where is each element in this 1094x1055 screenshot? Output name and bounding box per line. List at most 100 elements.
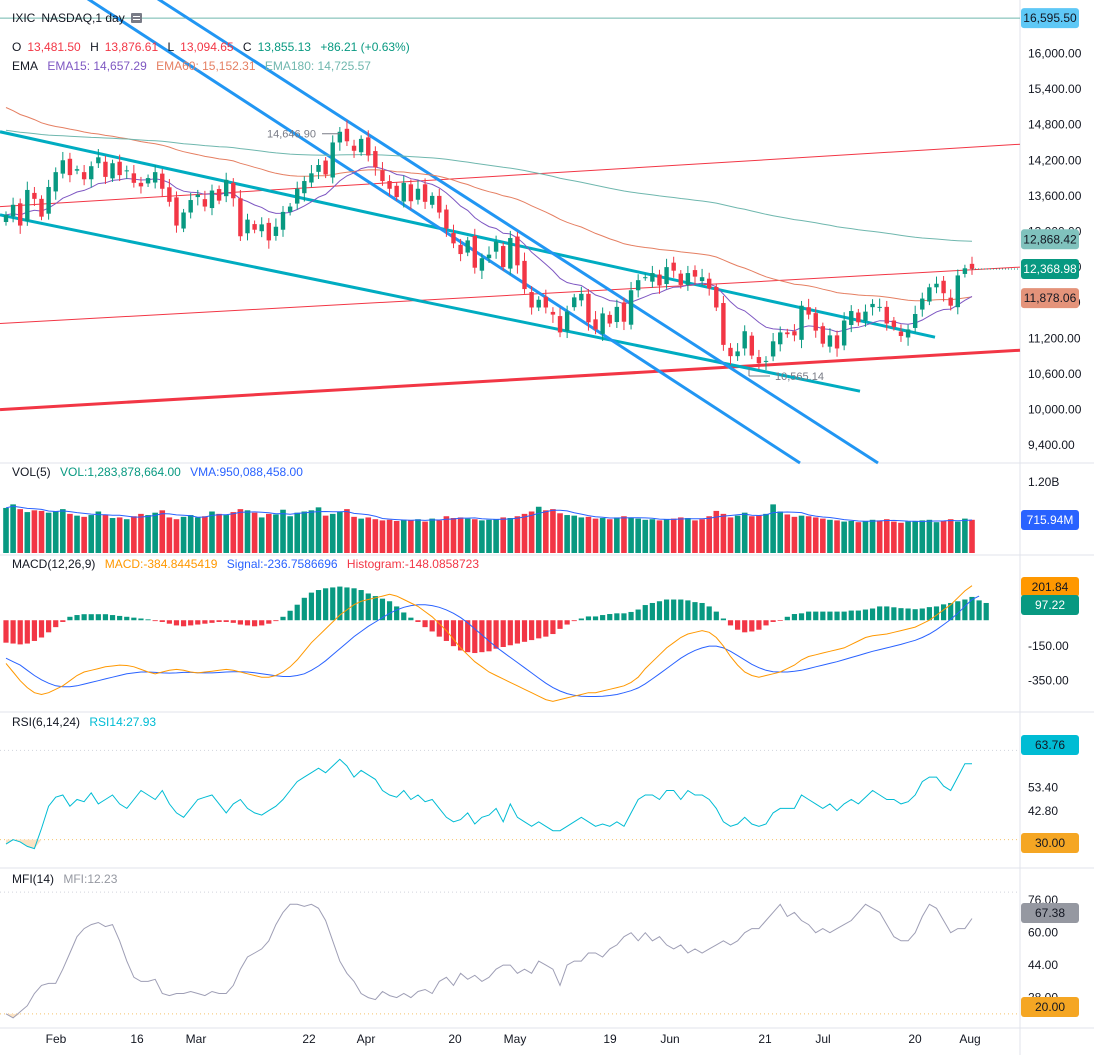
volume-bar xyxy=(422,521,428,553)
candle xyxy=(955,269,960,315)
candle xyxy=(962,264,968,278)
candle xyxy=(728,343,733,365)
macd-histogram-bar xyxy=(507,620,513,646)
candle xyxy=(515,231,520,274)
volume-bar xyxy=(315,507,322,553)
macd-histogram-bar xyxy=(777,620,783,621)
candle xyxy=(735,343,740,361)
mfi-tick-label: 44.00 xyxy=(1028,958,1058,972)
symbol-title[interactable]: NASDAQ,1 day xyxy=(41,11,125,25)
candle xyxy=(479,253,485,279)
candle xyxy=(948,289,953,311)
candle xyxy=(827,328,833,353)
volume-bar xyxy=(812,517,819,553)
candle xyxy=(188,192,193,219)
volume-bar xyxy=(344,509,350,553)
volume-bar xyxy=(159,510,166,553)
macd-histogram-bar xyxy=(919,608,925,621)
volume-bar xyxy=(10,504,16,553)
volume-bar xyxy=(24,512,31,553)
candle xyxy=(692,265,698,285)
macd-histogram-bar xyxy=(457,620,464,651)
candle xyxy=(444,204,449,237)
volume-bar xyxy=(621,516,627,553)
volume-bar xyxy=(244,510,251,553)
candle xyxy=(486,246,492,263)
volume-tag: 715.94M xyxy=(1021,510,1079,530)
volume-bar xyxy=(784,514,791,553)
x-tick-label: 20 xyxy=(448,1032,462,1046)
macd-histogram-bar xyxy=(188,620,194,626)
volume-bar xyxy=(713,510,720,553)
candle xyxy=(493,235,499,259)
candle xyxy=(422,178,428,209)
macd-histogram-bar xyxy=(877,606,883,621)
candle xyxy=(231,178,236,207)
candle xyxy=(870,299,875,316)
volume-bar xyxy=(706,516,712,553)
volume-bar xyxy=(805,516,812,553)
macd-histogram-bar xyxy=(791,614,798,621)
volume-bar xyxy=(677,517,684,553)
candle xyxy=(60,151,66,179)
volume-bar xyxy=(486,519,492,553)
candle xyxy=(920,292,925,317)
volume-bar xyxy=(308,510,315,553)
macd-histogram-bar xyxy=(273,620,279,622)
candle xyxy=(32,186,37,206)
candle xyxy=(273,218,279,241)
macd-histogram-bar xyxy=(88,614,94,621)
volume-bar xyxy=(173,519,180,553)
volume-bar xyxy=(131,516,137,553)
volume-bar xyxy=(102,514,109,553)
rsi-value: RSI14:27.93 xyxy=(89,715,157,729)
volume-bar xyxy=(564,515,570,553)
volume-bar xyxy=(457,517,464,553)
macd-histogram-bar xyxy=(621,613,627,621)
rsi-legend: RSI(6,14,24) RSI14:27.93 xyxy=(12,715,162,729)
volume-title: VOL(5) xyxy=(12,465,51,479)
candle xyxy=(863,304,868,327)
svg-text:97.22: 97.22 xyxy=(1035,598,1065,612)
candle xyxy=(941,276,946,302)
volume-bar xyxy=(535,506,542,553)
candle xyxy=(160,168,165,198)
vma-line xyxy=(5,505,973,523)
candle xyxy=(621,297,627,331)
volume-bar xyxy=(770,504,776,553)
x-tick-label: Jul xyxy=(815,1032,830,1046)
volume-bar xyxy=(507,518,514,553)
macd-histogram-bar xyxy=(749,620,755,632)
macd-histogram-bar xyxy=(713,611,719,621)
macd-histogram-bar xyxy=(436,620,442,637)
candle xyxy=(138,176,144,194)
macd-histogram-bar xyxy=(401,612,407,621)
macd-histogram-bar xyxy=(323,588,329,621)
mfi-title: MFI(14) xyxy=(12,872,54,886)
macd-histogram-bar xyxy=(173,620,180,626)
volume-bar xyxy=(209,511,215,553)
volume-bar xyxy=(443,516,450,553)
candle xyxy=(657,269,662,294)
macd-histogram-bar xyxy=(536,620,542,639)
macd-histogram-bar xyxy=(237,620,243,625)
macd-histogram-bar xyxy=(180,620,187,627)
macd-histogram-bar xyxy=(330,587,336,621)
x-tick-label: 21 xyxy=(758,1032,772,1046)
volume-bar xyxy=(194,517,201,553)
candle xyxy=(586,289,591,331)
vma-value: VMA:950,088,458.00 xyxy=(190,465,303,479)
macd-signal-line xyxy=(5,595,980,697)
macd-histogram-bar xyxy=(450,620,457,647)
price-tag: 12,368.98 xyxy=(1021,258,1079,279)
volume-bar xyxy=(834,520,840,553)
symbol-name[interactable]: IXIC xyxy=(12,11,36,25)
macd-histogram-bar xyxy=(10,620,16,644)
volume-bar xyxy=(741,512,748,553)
menu-icon[interactable] xyxy=(130,13,142,23)
macd-histogram-bar xyxy=(301,597,307,621)
candle xyxy=(380,162,385,186)
volume-bar xyxy=(521,513,528,553)
macd-histogram-bar xyxy=(756,620,762,630)
